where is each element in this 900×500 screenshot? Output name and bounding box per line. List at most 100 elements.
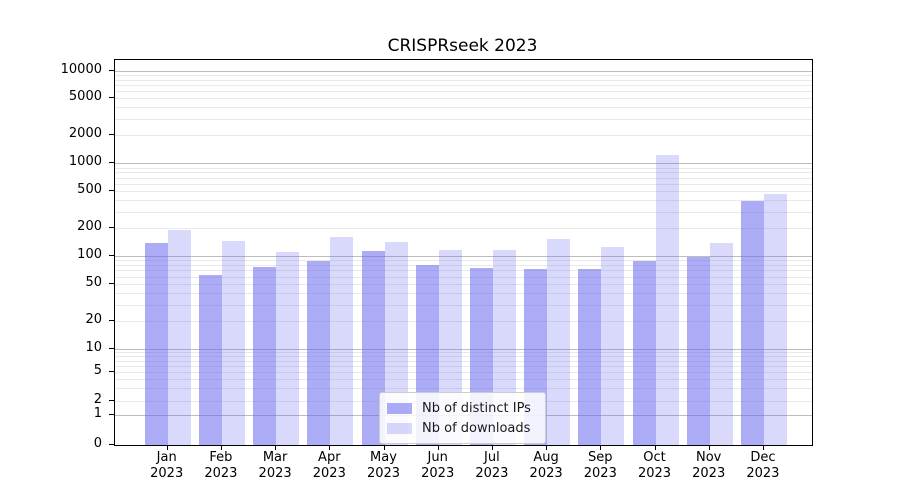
y-tick-mark [109, 227, 114, 228]
grid-line-minor [115, 74, 812, 76]
x-tick-mark [220, 445, 222, 450]
grid-line-minor [115, 177, 812, 179]
y-tick-mark [109, 162, 114, 164]
chart-title: CRISPRseek 2023 [387, 36, 538, 56]
x-tick-label: May 2023 [366, 450, 401, 481]
y-tick-label: 100 [77, 247, 102, 262]
bar-downloads [547, 239, 571, 445]
x-tick-label: Sep 2023 [583, 450, 617, 481]
grid-line-minor [115, 79, 812, 81]
grid-line-minor [115, 167, 812, 169]
bar-downloads [655, 155, 679, 445]
grid-line-minor [115, 264, 812, 266]
grid-line-major [115, 163, 812, 165]
bar-downloads [601, 246, 625, 445]
x-tick-mark [166, 445, 168, 450]
y-tick-label: 1000 [68, 154, 102, 170]
grid-line-minor [115, 371, 812, 373]
grid-line-minor [115, 172, 812, 174]
grid-line-minor [115, 283, 812, 285]
bar-distinct-ips [632, 260, 656, 445]
legend-item-downloads: Nb of downloads [387, 418, 539, 438]
x-tick-label: Jun 2023 [421, 450, 455, 481]
bar-distinct-ips [740, 201, 764, 445]
plot-area: Nb of distinct IPs Nb of downloads [114, 59, 813, 446]
x-tick-label: Apr 2023 [312, 450, 346, 481]
grid-line-minor [115, 228, 812, 229]
grid-line-major [115, 348, 812, 350]
y-tick-mark [109, 282, 114, 284]
grid-line-minor [115, 260, 812, 262]
x-tick-mark [275, 445, 277, 450]
grid-line-minor [115, 360, 812, 362]
grid-line-minor [115, 365, 812, 367]
x-tick-label: Jan 2023 [150, 450, 184, 481]
x-tick-mark [762, 445, 764, 450]
x-tick-label: Mar 2023 [258, 450, 292, 481]
x-tick-mark [383, 445, 385, 450]
x-tick-mark [546, 445, 548, 450]
x-tick-label: Dec 2023 [746, 450, 780, 481]
y-tick-mark [109, 134, 114, 136]
grid-line-minor [115, 135, 812, 137]
x-tick-label: Feb 2023 [204, 450, 238, 481]
x-tick-mark [437, 445, 439, 450]
grid-line-minor [115, 378, 812, 380]
y-tick-label: 5 [93, 362, 102, 378]
bar-downloads [763, 194, 787, 445]
y-tick-label: 1 [93, 406, 102, 422]
y-tick-mark [109, 255, 114, 256]
grid-line-minor [115, 387, 812, 389]
bar-distinct-ips [253, 267, 277, 445]
legend-label: Nb of distinct IPs [422, 400, 531, 416]
x-tick-mark [491, 445, 493, 450]
bar-distinct-ips [686, 256, 710, 445]
y-tick-mark [109, 370, 114, 372]
x-tick-label: Oct 2023 [637, 450, 672, 481]
grid-line-minor [115, 98, 812, 100]
grid-line-minor [115, 191, 812, 193]
y-tick-label: 20 [85, 311, 102, 327]
y-tick-label: 500 [77, 182, 102, 198]
grid-line-minor [115, 352, 812, 354]
y-tick-label: 2000 [68, 126, 102, 142]
y-tick-label: 5000 [68, 89, 102, 105]
y-tick-mark [109, 399, 114, 401]
x-tick-label: Aug 2023 [529, 450, 563, 481]
bar-downloads [167, 229, 191, 445]
y-tick-label: 10000 [60, 61, 102, 77]
y-tick-mark [109, 190, 114, 192]
y-tick-label: 10 [85, 339, 102, 355]
x-tick-label: Jul 2023 [475, 450, 509, 481]
bar-downloads [709, 243, 733, 445]
y-tick-mark [109, 444, 114, 445]
y-tick-mark [109, 97, 114, 99]
y-tick-label: 50 [85, 274, 102, 290]
bar-downloads [330, 237, 354, 445]
grid-line-minor [115, 211, 812, 213]
y-tick-label: 0 [93, 436, 102, 451]
grid-line-minor [115, 276, 812, 278]
bar-downloads [276, 252, 300, 445]
legend: Nb of distinct IPs Nb of downloads [379, 392, 546, 444]
y-tick-label: 2 [93, 391, 102, 407]
bar-distinct-ips [578, 269, 602, 445]
grid-line-major [115, 256, 812, 257]
bar-downloads [221, 241, 245, 445]
bar-distinct-ips [361, 250, 385, 445]
grid-line-minor [115, 107, 812, 109]
grid-line-minor [115, 200, 812, 202]
y-tick-mark [109, 69, 114, 71]
y-tick-mark [109, 347, 114, 349]
x-tick-label: Nov 2023 [692, 450, 726, 481]
legend-swatch-distinct-ips [387, 402, 412, 414]
y-tick-label: 200 [77, 219, 102, 234]
grid-line-minor [115, 304, 812, 306]
legend-swatch-downloads [387, 422, 412, 434]
grid-line-minor [115, 183, 812, 185]
y-tick-mark [109, 319, 114, 321]
grid-line-minor [115, 119, 812, 120]
bar-distinct-ips [144, 243, 168, 445]
bar-distinct-ips [198, 275, 222, 445]
grid-line-minor [115, 91, 812, 93]
